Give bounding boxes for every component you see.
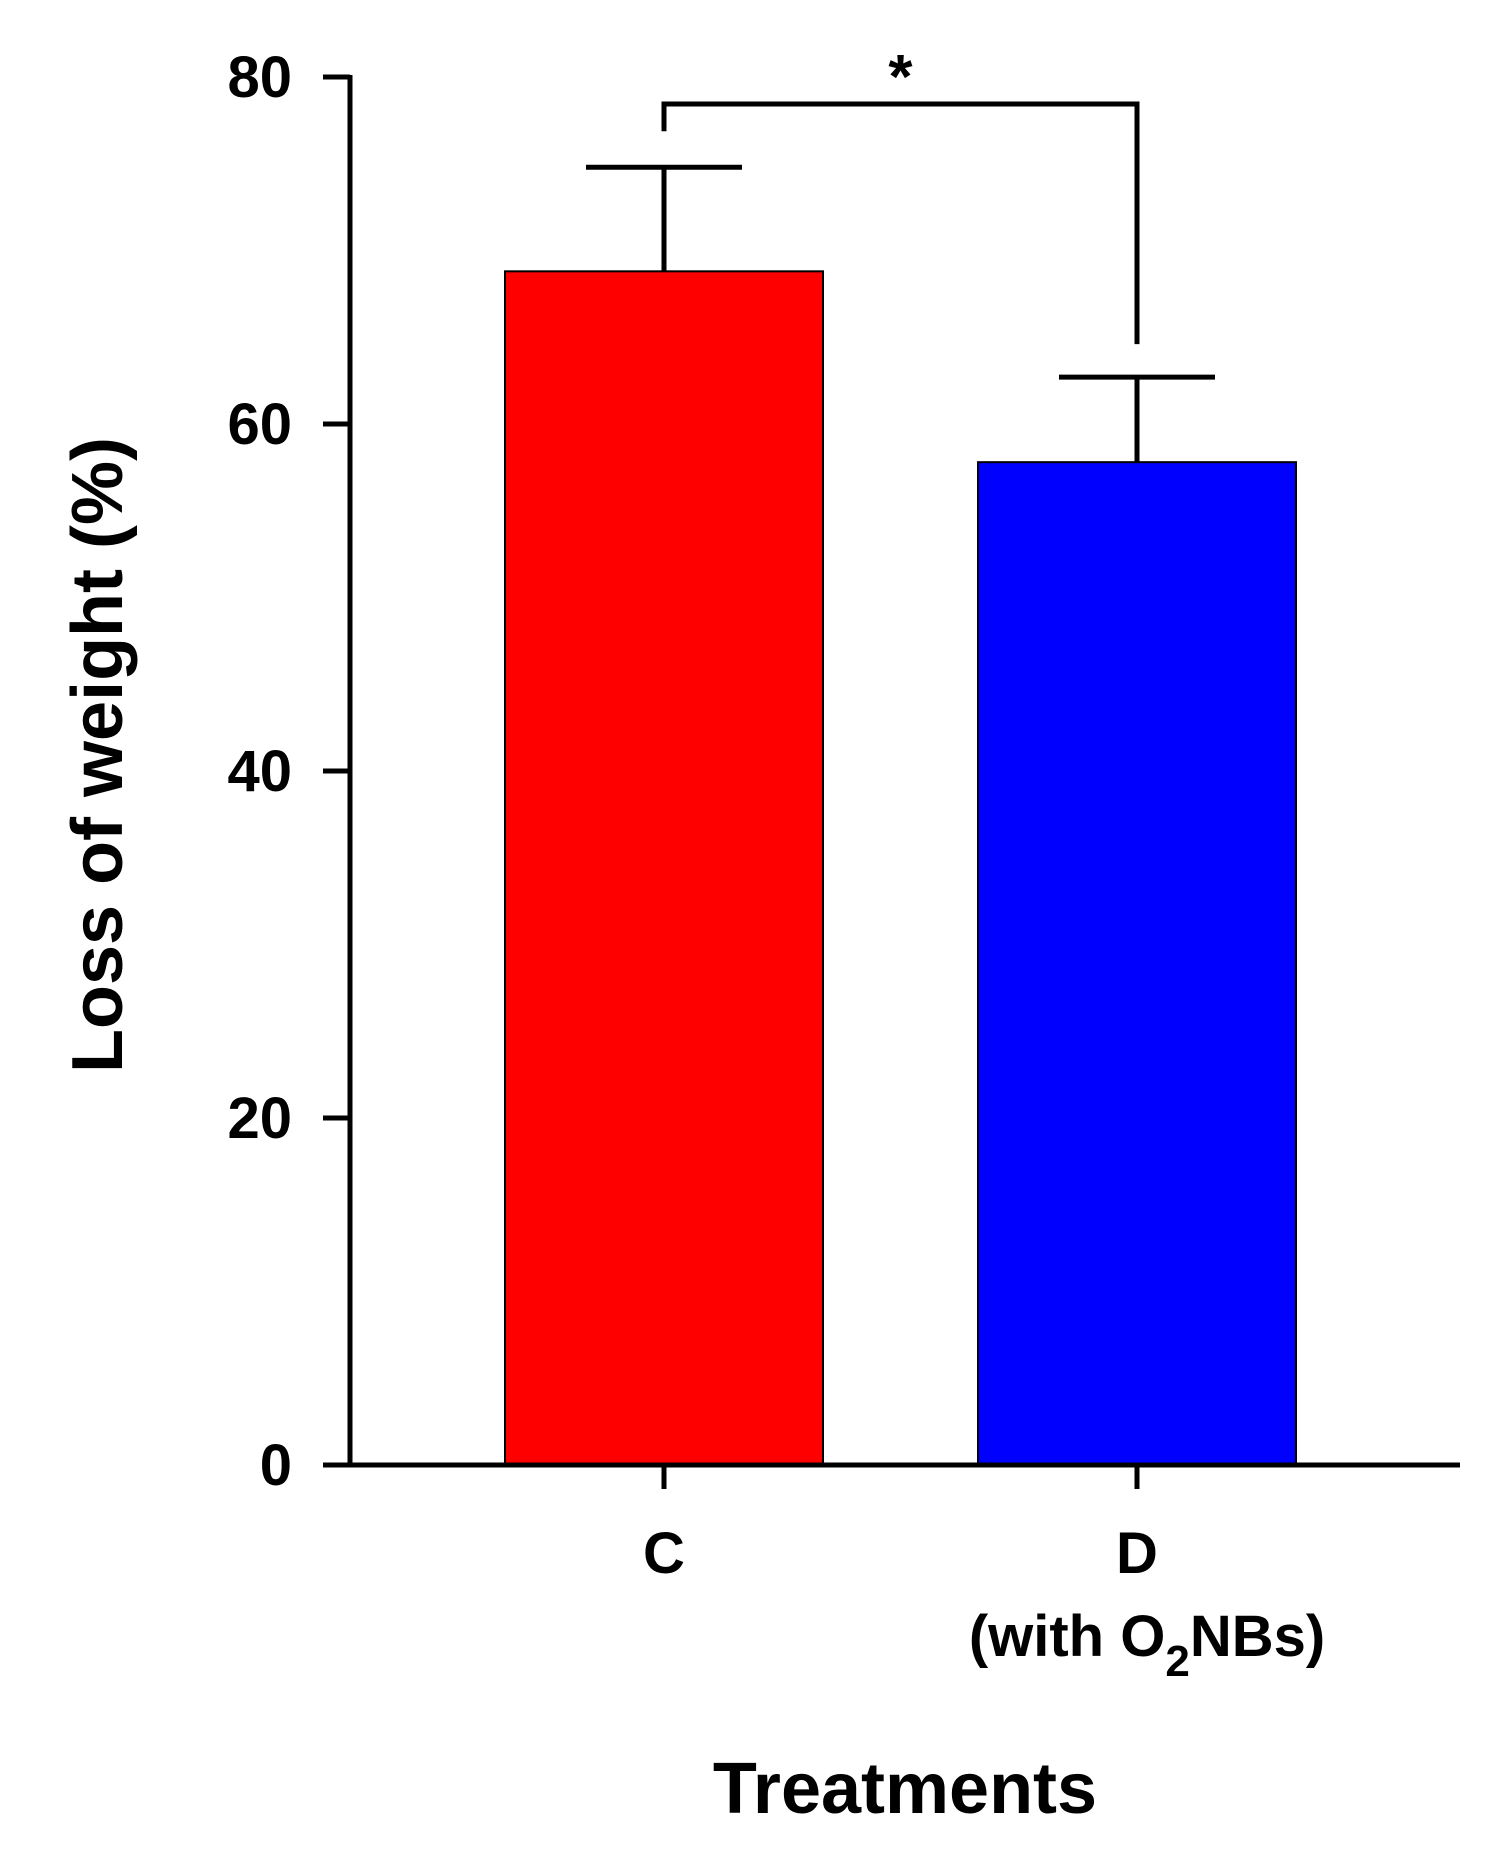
y-tick-label-80: 80 bbox=[227, 45, 292, 110]
significance-label: * bbox=[888, 43, 913, 112]
significance-bracket bbox=[661, 101, 1140, 345]
x-tick-sublabel-d: (with O2NBs) bbox=[969, 1604, 1325, 1686]
bars-layer bbox=[504, 270, 1297, 1467]
axes-layer bbox=[323, 74, 1460, 1489]
significance-layer: * bbox=[661, 43, 1140, 345]
x-tick-label-c: C bbox=[643, 1521, 685, 1586]
x-axis-title: Treatments bbox=[713, 1749, 1097, 1829]
y-tick-label-0: 0 bbox=[260, 1433, 292, 1498]
x-tick-label-d: D bbox=[1116, 1521, 1158, 1586]
y-axis-title: Loss of weight (%) bbox=[58, 437, 138, 1073]
y-tick-label-40: 40 bbox=[227, 739, 292, 804]
bar-d bbox=[977, 461, 1297, 1467]
y-tick-label-60: 60 bbox=[227, 392, 292, 457]
bar-c bbox=[504, 270, 824, 1467]
y-tick-label-20: 20 bbox=[227, 1086, 292, 1151]
labels-layer: 0 20 40 60 80 C D (with O2NBs) Treatments Loss of… bbox=[58, 45, 1325, 1829]
error-bars-layer bbox=[586, 164, 1215, 463]
